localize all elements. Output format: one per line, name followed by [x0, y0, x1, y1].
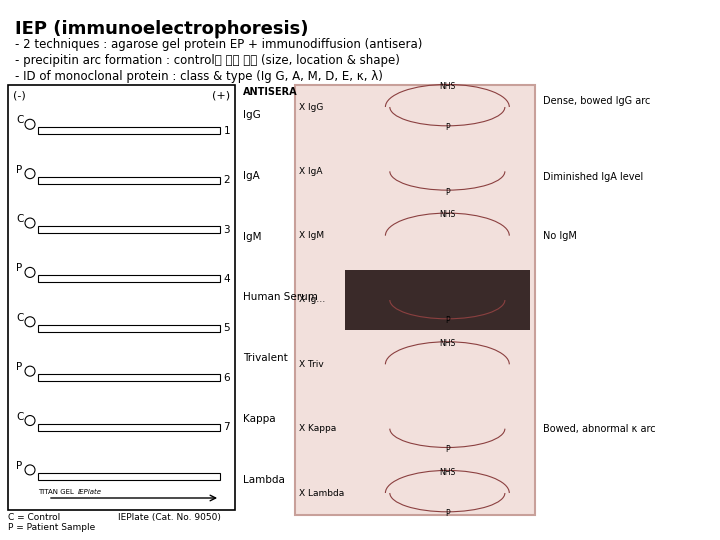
- Text: (-): (-): [13, 90, 26, 100]
- Circle shape: [25, 416, 35, 426]
- Text: IgG: IgG: [243, 110, 261, 120]
- Text: - ID of monoclonal protein : class & type (Ig G, A, M, D, E, κ, λ): - ID of monoclonal protein : class & typ…: [15, 70, 383, 83]
- Text: IEPlate: IEPlate: [78, 489, 102, 495]
- Bar: [38, 226, 220, 233]
- Text: Kappa: Kappa: [243, 414, 276, 424]
- Bar: [295, 85, 535, 515]
- Text: P: P: [16, 461, 22, 471]
- Text: X Lambda: X Lambda: [299, 489, 344, 497]
- Text: Dense, bowed IgG arc: Dense, bowed IgG arc: [543, 96, 650, 106]
- Text: X Kappa: X Kappa: [299, 424, 336, 433]
- Text: C = Control
P = Patient Sample: C = Control P = Patient Sample: [8, 513, 95, 532]
- Text: P: P: [445, 123, 450, 132]
- Bar: [38, 423, 220, 430]
- Text: No IgM: No IgM: [543, 231, 577, 241]
- Bar: [38, 473, 220, 480]
- Text: P: P: [445, 187, 450, 197]
- Text: X Triv: X Triv: [299, 360, 324, 369]
- Text: 1: 1: [223, 126, 230, 136]
- Bar: [38, 127, 220, 134]
- Text: P: P: [445, 509, 450, 518]
- Text: Trivalent: Trivalent: [243, 353, 288, 363]
- Text: 6: 6: [223, 373, 230, 383]
- Text: X Ig…: X Ig…: [299, 295, 325, 305]
- Text: Human Serum: Human Serum: [243, 293, 318, 302]
- Text: NHS: NHS: [439, 339, 456, 348]
- Text: TITAN GEL: TITAN GEL: [38, 489, 74, 495]
- Circle shape: [25, 465, 35, 475]
- Circle shape: [25, 119, 35, 129]
- Text: 5: 5: [223, 323, 230, 333]
- Bar: [38, 374, 220, 381]
- Text: X IgA: X IgA: [299, 167, 323, 176]
- Bar: [345, 270, 530, 330]
- Text: Lambda: Lambda: [243, 475, 285, 485]
- Circle shape: [25, 168, 35, 179]
- Text: - 2 techniques : agarose gel protein EP + immunodiffusion (antisera): - 2 techniques : agarose gel protein EP …: [15, 38, 423, 51]
- Text: X IgG: X IgG: [299, 103, 323, 111]
- Text: Diminished IgA level: Diminished IgA level: [543, 172, 643, 183]
- Text: P: P: [16, 165, 22, 174]
- Bar: [38, 325, 220, 332]
- Text: P: P: [16, 362, 22, 372]
- Text: C: C: [16, 214, 23, 224]
- Circle shape: [25, 317, 35, 327]
- Text: NHS: NHS: [439, 211, 456, 219]
- Text: (+): (+): [212, 90, 230, 100]
- Text: NHS: NHS: [439, 468, 456, 477]
- Text: C: C: [16, 115, 23, 125]
- Text: 7: 7: [223, 422, 230, 432]
- Text: 3: 3: [223, 225, 230, 234]
- Text: P: P: [445, 445, 450, 454]
- Text: C: C: [16, 411, 23, 422]
- Bar: [38, 275, 220, 282]
- Text: X IgM: X IgM: [299, 231, 324, 240]
- Text: IgA: IgA: [243, 171, 260, 181]
- Text: Bowed, abnormal κ arc: Bowed, abnormal κ arc: [543, 424, 656, 434]
- Text: NHS: NHS: [439, 82, 456, 91]
- Bar: [8, 85, 235, 510]
- Bar: [38, 177, 220, 184]
- Text: IEP (immunoelectrophoresis): IEP (immunoelectrophoresis): [15, 20, 308, 38]
- Text: P: P: [16, 264, 22, 273]
- Text: 2: 2: [223, 175, 230, 185]
- Text: C: C: [16, 313, 23, 323]
- Circle shape: [25, 218, 35, 228]
- Circle shape: [25, 267, 35, 278]
- Text: 4: 4: [223, 274, 230, 284]
- Text: IgM: IgM: [243, 232, 261, 242]
- Text: ANTISERA: ANTISERA: [243, 87, 297, 97]
- Text: P: P: [445, 316, 450, 325]
- Circle shape: [25, 366, 35, 376]
- Text: - precipitin arc formation : control과 환자 비교 (size, location & shape): - precipitin arc formation : control과 환자…: [15, 54, 400, 67]
- Text: IEPlate (Cat. No. 9050): IEPlate (Cat. No. 9050): [118, 513, 221, 522]
